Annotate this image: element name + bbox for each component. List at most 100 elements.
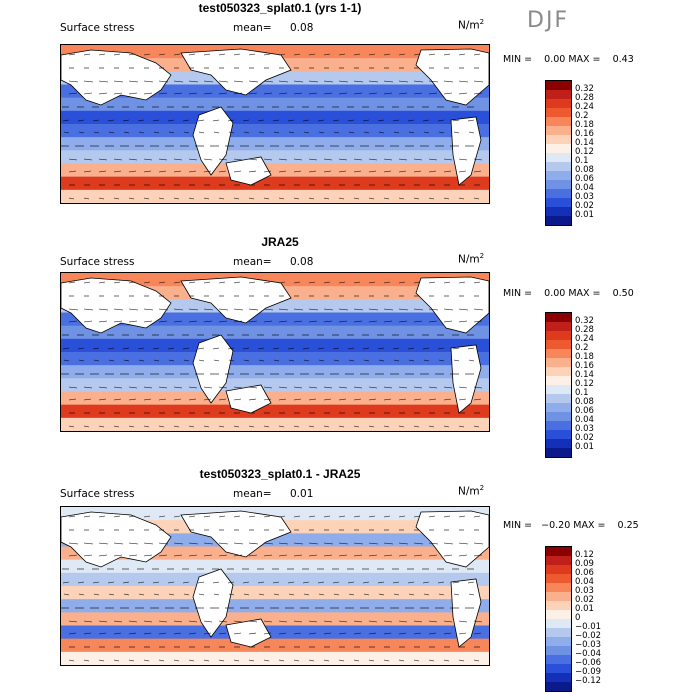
colorbar-swatch (546, 412, 571, 421)
colorbar-swatch (546, 349, 571, 358)
colorbar-swatch (546, 556, 571, 565)
map-canvas (61, 45, 489, 203)
colorbar-swatch (546, 385, 571, 394)
variable-label: Surface stress (60, 256, 135, 268)
colorbar-swatch (546, 439, 571, 448)
colorbar-tick-label: 0.1 (575, 388, 589, 398)
colorbar-tick-label: 0.02 (575, 433, 594, 443)
colorbar-swatch (546, 655, 571, 664)
colorbar-tick-label: 0.14 (575, 138, 594, 148)
colorbar-swatch (546, 601, 571, 610)
colorbar-swatch (546, 340, 571, 349)
colorbar-swatch (546, 117, 571, 126)
colorbar-tick-label: 0.01 (575, 442, 594, 452)
season-label: DJF (527, 8, 570, 33)
colorbar-swatch (546, 673, 571, 682)
minmax-label: MIN = 0.00 MAX = 0.43 (503, 54, 634, 65)
units-label: N/m2 (458, 484, 485, 498)
colorbar (545, 546, 572, 692)
colorbar-tick-label: 0.08 (575, 165, 594, 175)
colorbar-tick-label: 0.28 (575, 93, 594, 103)
colorbar-swatch (546, 90, 571, 99)
minmax-label: MIN = −0.20 MAX = 0.25 (503, 520, 639, 531)
colorbar (545, 312, 572, 458)
colorbar-tick-label: −0.09 (575, 667, 602, 677)
colorbar-swatch (546, 171, 571, 180)
colorbar-tick-label: 0.01 (575, 604, 594, 614)
colorbar-tick-label: 0.24 (575, 334, 594, 344)
colorbar-tick-label: 0.02 (575, 595, 594, 605)
colorbar-tick-label: 0.06 (575, 568, 594, 578)
colorbar-swatch (546, 583, 571, 592)
panel-reanalysis: JRA25 Surface stress mean= 0.08 N/m2 MIN… (0, 234, 700, 466)
colorbar-tick-label: 0.12 (575, 147, 594, 157)
colorbar-tick-label: 0.09 (575, 559, 594, 569)
colorbar-tick-label: 0.01 (575, 210, 594, 220)
colorbar-tick-label: −0.04 (575, 649, 602, 659)
units-label: N/m2 (458, 252, 485, 266)
colorbar (545, 80, 572, 226)
variable-label: Surface stress (60, 22, 135, 34)
colorbar-tick-label: 0.04 (575, 577, 594, 587)
colorbar-tick-label: 0.24 (575, 102, 594, 112)
stress-map (60, 272, 490, 432)
colorbar-swatch (546, 331, 571, 340)
colorbar-swatch (546, 421, 571, 430)
colorbar-swatch (546, 108, 571, 117)
colorbar-swatch (546, 376, 571, 385)
colorbar-tick-label: 0.14 (575, 370, 594, 380)
panel-title: JRA25 (261, 235, 299, 249)
colorbar-swatch (546, 610, 571, 619)
colorbar-swatch (546, 81, 571, 90)
panel-title: test050323_splat0.1 - JRA25 (199, 467, 361, 481)
mean-value: 0.08 (290, 256, 314, 268)
colorbar-swatch (546, 403, 571, 412)
colorbar-swatch (546, 592, 571, 601)
colorbar-swatch (546, 619, 571, 628)
colorbar-swatch (546, 394, 571, 403)
colorbar-swatch (546, 216, 571, 225)
colorbar-swatch (546, 135, 571, 144)
colorbar-tick-label: 0.12 (575, 379, 594, 389)
colorbar-tick-label: 0.02 (575, 201, 594, 211)
colorbar-tick-label: 0.12 (575, 550, 594, 560)
colorbar-tick-label: 0.18 (575, 352, 594, 362)
colorbar-tick-label: 0 (575, 613, 581, 623)
colorbar-tick-label: 0.32 (575, 316, 594, 326)
colorbar-swatch (546, 430, 571, 439)
colorbar-swatch (546, 153, 571, 162)
colorbar-tick-label: 0.03 (575, 192, 594, 202)
mean-value: 0.01 (290, 488, 314, 500)
panel-model: test050323_splat0.1 (yrs 1-1) Surface st… (0, 0, 700, 232)
colorbar-swatch (546, 448, 571, 457)
colorbar-tick-label: 0.16 (575, 361, 594, 371)
colorbar-swatch (546, 574, 571, 583)
colorbar-swatch (546, 664, 571, 673)
colorbar-tick-label: 0.04 (575, 183, 594, 193)
colorbar-tick-label: 0.06 (575, 406, 594, 416)
colorbar-swatch (546, 207, 571, 216)
colorbar-tick-label: 0.16 (575, 129, 594, 139)
colorbar-swatch (546, 189, 571, 198)
colorbar-swatch (546, 367, 571, 376)
mean-value: 0.08 (290, 22, 314, 34)
panel-title: test050323_splat0.1 (yrs 1-1) (198, 1, 362, 15)
colorbar-tick-label: 0.1 (575, 156, 589, 166)
stress-map (60, 506, 490, 666)
mean-label: mean= (233, 488, 272, 500)
colorbar-tick-label: 0.2 (575, 343, 589, 353)
colorbar-swatch (546, 358, 571, 367)
colorbar-swatch (546, 547, 571, 556)
colorbar-tick-label: −0.02 (575, 631, 602, 641)
colorbar-tick-label: 0.06 (575, 174, 594, 184)
colorbar-tick-label: 0.18 (575, 120, 594, 130)
colorbar-swatch (546, 637, 571, 646)
colorbar-tick-label: 0.28 (575, 325, 594, 335)
colorbar-swatch (546, 628, 571, 637)
colorbar-swatch (546, 162, 571, 171)
variable-label: Surface stress (60, 488, 135, 500)
colorbar-swatch (546, 322, 571, 331)
map-canvas (61, 507, 489, 665)
stress-map (60, 44, 490, 204)
colorbar-tick-label: 0.03 (575, 424, 594, 434)
